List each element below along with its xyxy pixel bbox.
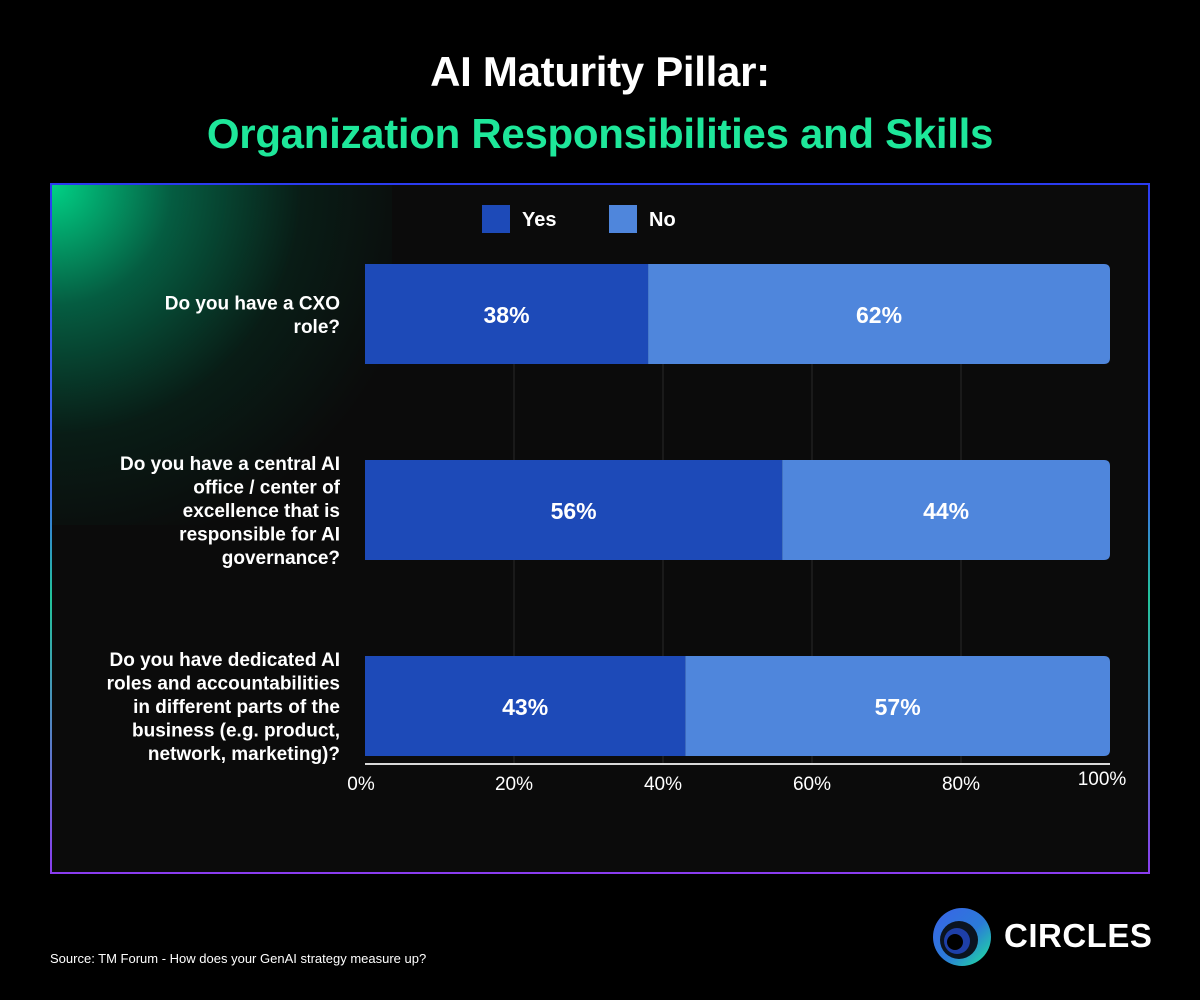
source-note: Source: TM Forum - How does your GenAI s… — [50, 951, 427, 966]
category-label: Do you have dedicated AI — [109, 650, 340, 671]
tick-label: 40% — [644, 774, 682, 795]
tick-label: 0% — [347, 774, 375, 795]
tick-label: 60% — [793, 774, 831, 795]
bar-no — [685, 656, 1110, 756]
category-label: roles and accountabilities — [107, 674, 340, 695]
bar-no — [782, 460, 1110, 560]
category-label: Do you have a CXO — [165, 293, 340, 314]
legend-swatch-no — [609, 205, 637, 233]
category-label: business (e.g. product, — [132, 721, 340, 742]
tick-label: 100% — [1078, 769, 1127, 790]
logo-text: CIRCLES — [1004, 917, 1153, 954]
data-label: 38% — [484, 302, 530, 328]
bar-yes — [365, 656, 686, 756]
category-label: governance? — [222, 548, 340, 569]
category-label: excellence that is — [183, 501, 340, 522]
data-label: 56% — [551, 498, 597, 524]
category-label: Do you have a central AI — [120, 454, 340, 475]
category-label: role? — [294, 317, 340, 338]
bar-no — [648, 264, 1110, 364]
tick-label: 80% — [942, 774, 980, 795]
data-label: 62% — [856, 302, 902, 328]
circles-logo-icon — [933, 908, 991, 966]
tick-label: 20% — [495, 774, 533, 795]
circles-logo: CIRCLES — [930, 905, 1160, 969]
category-label: responsible for AI — [179, 525, 340, 546]
data-label: 44% — [923, 498, 969, 524]
data-label: 43% — [502, 694, 548, 720]
chart-subtitle: Organization Responsibilities and Skills — [206, 110, 994, 157]
bar-yes — [365, 460, 783, 560]
bar-yes — [365, 264, 649, 364]
category-label: office / center of — [193, 478, 340, 499]
chart-title: AI Maturity Pillar: — [430, 48, 770, 95]
legend-swatch-yes — [482, 205, 510, 233]
legend-label-no: No — [649, 209, 676, 231]
category-label: network, marketing)? — [148, 744, 340, 765]
legend-label-yes: Yes — [522, 209, 556, 231]
data-label: 57% — [875, 694, 921, 720]
category-label: in different parts of the — [133, 697, 340, 718]
